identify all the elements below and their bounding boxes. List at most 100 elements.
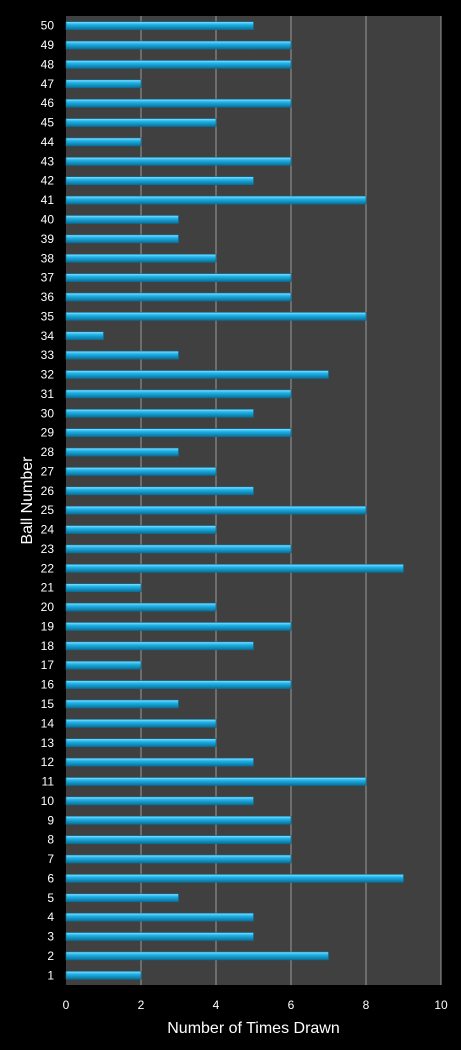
y-tick-label: 32 xyxy=(41,368,55,382)
bar-ball-40 xyxy=(65,215,179,224)
y-axis-tick-labels: 1234567891011121314151617181920212223242… xyxy=(41,19,55,983)
y-tick-label: 27 xyxy=(41,464,55,478)
y-tick-label: 46 xyxy=(41,96,55,110)
y-tick-label: 40 xyxy=(41,212,55,226)
bar-ball-31 xyxy=(65,389,292,399)
bar-ball-38 xyxy=(65,253,217,263)
x-tick-label: 10 xyxy=(434,998,448,1012)
y-tick-label: 14 xyxy=(41,716,55,730)
x-tick-label: 4 xyxy=(213,998,220,1012)
y-tick-label: 12 xyxy=(41,755,55,769)
bar-ball-6 xyxy=(65,874,404,883)
y-tick-label: 31 xyxy=(41,387,55,401)
y-tick-label: 47 xyxy=(41,77,55,91)
bar-ball-28 xyxy=(65,447,179,457)
y-tick-label: 21 xyxy=(41,581,55,595)
bar-ball-29 xyxy=(65,428,292,437)
y-tick-label: 6 xyxy=(47,871,54,885)
bar-ball-36 xyxy=(65,292,292,302)
bar-ball-47 xyxy=(65,79,142,89)
y-tick-label: 24 xyxy=(41,523,55,537)
bar-ball-39 xyxy=(65,234,179,244)
y-tick-label: 35 xyxy=(41,309,55,323)
y-tick-label: 1 xyxy=(47,968,54,982)
y-tick-label: 50 xyxy=(41,19,55,33)
bar-ball-4 xyxy=(65,912,254,922)
y-tick-label: 37 xyxy=(41,271,55,285)
x-tick-label: 2 xyxy=(138,998,145,1012)
y-tick-label: 11 xyxy=(42,775,55,789)
y-tick-label: 34 xyxy=(41,329,55,343)
bar-ball-16 xyxy=(65,680,292,689)
bar-ball-43 xyxy=(65,157,292,166)
y-tick-label: 25 xyxy=(41,503,55,517)
bar-ball-30 xyxy=(65,408,254,418)
y-tick-label: 5 xyxy=(47,891,54,905)
y-tick-label: 48 xyxy=(41,57,55,71)
bar-ball-48 xyxy=(65,60,292,69)
x-tick-label: 0 xyxy=(63,998,70,1012)
x-axis-tick-labels: 0 2 4 6 8 10 xyxy=(63,998,448,1012)
y-tick-label: 29 xyxy=(41,426,55,440)
y-tick-label: 30 xyxy=(41,406,55,420)
y-tick-label: 43 xyxy=(41,154,55,168)
y-tick-label: 44 xyxy=(41,135,55,149)
bar-ball-26 xyxy=(65,486,254,496)
bar-ball-8 xyxy=(65,835,292,844)
bar-ball-23 xyxy=(65,544,292,554)
y-tick-label: 36 xyxy=(41,290,55,304)
bar-ball-27 xyxy=(65,467,217,476)
y-tick-label: 45 xyxy=(41,116,55,130)
bar-ball-19 xyxy=(65,622,292,631)
y-tick-label: 20 xyxy=(41,600,55,614)
bar-ball-15 xyxy=(65,699,179,709)
bar-ball-32 xyxy=(65,370,329,379)
y-tick-label: 13 xyxy=(41,736,55,750)
y-tick-label: 8 xyxy=(47,833,54,847)
bar-ball-12 xyxy=(65,757,254,767)
bar-ball-33 xyxy=(65,350,179,360)
bar-ball-21 xyxy=(65,583,142,593)
bar-ball-44 xyxy=(65,137,142,147)
x-tick-label: 8 xyxy=(363,998,370,1012)
bar-ball-37 xyxy=(65,273,292,282)
bar-ball-3 xyxy=(65,932,254,941)
bar-ball-14 xyxy=(65,719,217,728)
y-tick-label: 15 xyxy=(41,697,55,711)
y-tick-label: 49 xyxy=(41,38,55,52)
y-tick-label: 28 xyxy=(41,445,55,459)
bar-ball-45 xyxy=(65,118,217,127)
bar-ball-18 xyxy=(65,641,254,651)
bar-ball-13 xyxy=(65,738,217,748)
bars xyxy=(65,21,404,980)
bar-ball-25 xyxy=(65,505,367,515)
bar-ball-10 xyxy=(65,796,254,806)
y-tick-label: 23 xyxy=(41,542,55,556)
bar-ball-7 xyxy=(65,854,292,864)
y-tick-label: 19 xyxy=(41,619,55,633)
x-axis-title: Number of Times Drawn xyxy=(167,1020,340,1037)
y-tick-label: 4 xyxy=(47,910,54,924)
bar-ball-1 xyxy=(65,971,142,980)
bar-ball-22 xyxy=(65,564,404,573)
bar-ball-35 xyxy=(65,312,367,321)
y-tick-label: 41 xyxy=(41,193,55,207)
y-tick-label: 7 xyxy=(47,852,54,866)
y-tick-label: 38 xyxy=(41,251,55,265)
y-tick-label: 9 xyxy=(47,813,54,827)
bar-ball-9 xyxy=(65,815,292,825)
bar-ball-11 xyxy=(65,777,367,786)
y-tick-label: 33 xyxy=(41,348,55,362)
y-tick-label: 18 xyxy=(41,639,55,653)
y-tick-label: 39 xyxy=(41,232,55,246)
y-tick-label: 17 xyxy=(41,658,55,672)
y-tick-label: 42 xyxy=(41,174,55,188)
y-tick-label: 3 xyxy=(47,930,54,944)
y-tick-label: 22 xyxy=(41,561,55,575)
y-tick-label: 2 xyxy=(47,949,54,963)
bar-ball-46 xyxy=(65,98,292,108)
y-axis-title: Ball Number xyxy=(19,456,36,545)
bar-ball-49 xyxy=(65,40,292,50)
y-tick-label: 10 xyxy=(41,794,55,808)
